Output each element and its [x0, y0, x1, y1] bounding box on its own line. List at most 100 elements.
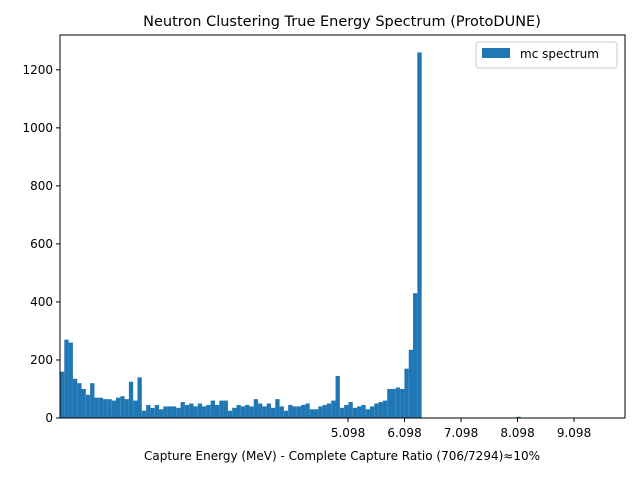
histogram-bar: [245, 404, 250, 418]
x-axis-ticks: 5.098 6.098 7.098 8.098 9.098: [331, 418, 591, 440]
histogram-bar: [232, 407, 237, 418]
histogram-bar: [197, 403, 203, 418]
histogram-bar: [253, 399, 259, 418]
histogram-bar: [288, 404, 293, 418]
histogram-bar: [133, 400, 138, 418]
histogram-bar: [322, 404, 327, 418]
histogram-bar: [352, 407, 358, 418]
histogram-bar: [107, 399, 112, 418]
histogram-bar: [137, 377, 142, 418]
histogram-bar: [258, 403, 263, 418]
histogram-bar: [154, 404, 160, 418]
legend: mc spectrum: [475, 41, 618, 69]
histogram-bar: [103, 399, 108, 418]
histogram-bar: [296, 406, 302, 418]
histogram-bar: [64, 339, 69, 418]
histogram-bar: [214, 404, 220, 418]
histogram-bar: [270, 407, 276, 418]
histogram-bar: [417, 52, 422, 419]
bars-group: [60, 52, 521, 419]
histogram-bar: [357, 406, 362, 418]
histogram-bar: [85, 394, 91, 418]
histogram-bar: [262, 406, 267, 418]
histogram-bar: [223, 400, 228, 418]
histogram-bar: [292, 406, 297, 418]
histogram-bar: [72, 378, 78, 418]
histogram-bar: [176, 407, 181, 418]
histogram-bar: [206, 404, 211, 418]
histogram-bar: [240, 406, 246, 418]
histogram-bar: [301, 404, 306, 418]
histogram-bar: [283, 410, 289, 418]
histogram-bar: [335, 375, 340, 418]
histogram-bar: [141, 410, 147, 418]
histogram-bar: [361, 404, 366, 418]
histogram-bar: [236, 404, 241, 418]
y-tick-label: 200: [30, 353, 53, 367]
histogram-bar: [115, 397, 121, 418]
histogram-bar: [331, 400, 336, 418]
histogram-bar: [159, 409, 164, 418]
histogram-bar: [365, 409, 370, 418]
histogram-bar: [180, 402, 185, 418]
x-tick-label: 5.098: [331, 426, 365, 440]
histogram-bar: [391, 388, 396, 418]
histogram-bar: [94, 397, 99, 418]
histogram-bar: [184, 404, 190, 418]
histogram-bar: [374, 403, 379, 418]
histogram-bar: [279, 406, 284, 418]
x-tick-label: 9.098: [557, 426, 591, 440]
histogram-bar: [266, 403, 271, 418]
histogram-bar: [309, 409, 315, 418]
histogram-bar: [128, 381, 134, 418]
histogram-bar: [387, 388, 392, 418]
x-axis-label: Capture Energy (MeV) - Complete Capture …: [144, 449, 540, 463]
histogram-bar: [163, 406, 168, 418]
histogram-bar: [167, 406, 172, 418]
legend-swatch: [482, 48, 510, 58]
histogram-bar: [120, 396, 125, 418]
y-tick-label: 600: [30, 237, 53, 251]
legend-label: mc spectrum: [520, 47, 599, 61]
histogram-bar: [227, 410, 233, 418]
histogram-bar: [326, 403, 332, 418]
histogram-bar: [146, 404, 151, 418]
histogram-bar: [382, 400, 388, 418]
plot-frame: [59, 34, 626, 419]
histogram-bar: [202, 406, 207, 418]
histogram-bar: [60, 371, 65, 418]
histogram-bar: [408, 349, 414, 418]
histogram-bar: [344, 404, 349, 418]
chart-title: Neutron Clustering True Energy Spectrum …: [143, 14, 541, 30]
y-tick-label: 1000: [22, 121, 53, 135]
histogram-bar: [189, 403, 194, 418]
histogram-bar: [98, 397, 104, 418]
x-tick-label: 6.098: [387, 426, 421, 440]
histogram-bar: [400, 388, 405, 418]
histogram-bar: [124, 399, 129, 418]
histogram-bar: [90, 383, 95, 418]
histogram-bar: [111, 400, 116, 418]
histogram-bar: [369, 406, 375, 418]
histogram-bar: [348, 402, 353, 418]
histogram-bar: [219, 400, 224, 418]
y-tick-label: 800: [30, 179, 53, 193]
y-tick-label: 1200: [22, 63, 53, 77]
histogram-bar: [210, 400, 215, 418]
x-tick-label: 8.098: [500, 426, 534, 440]
histogram-bar: [378, 402, 383, 418]
histogram-bar: [318, 406, 323, 418]
histogram-bar: [193, 406, 198, 418]
histogram-bar: [305, 403, 310, 418]
legend-box: [475, 41, 618, 69]
histogram-bar: [404, 368, 409, 418]
histogram-bar: [339, 407, 345, 418]
histogram-bar: [249, 406, 254, 418]
histogram-bar: [413, 293, 418, 418]
x-tick-label: 7.098: [444, 426, 478, 440]
histogram-bar: [314, 409, 319, 418]
histogram-bar: [395, 387, 401, 418]
y-tick-label: 400: [30, 295, 53, 309]
histogram-bar: [81, 388, 86, 418]
